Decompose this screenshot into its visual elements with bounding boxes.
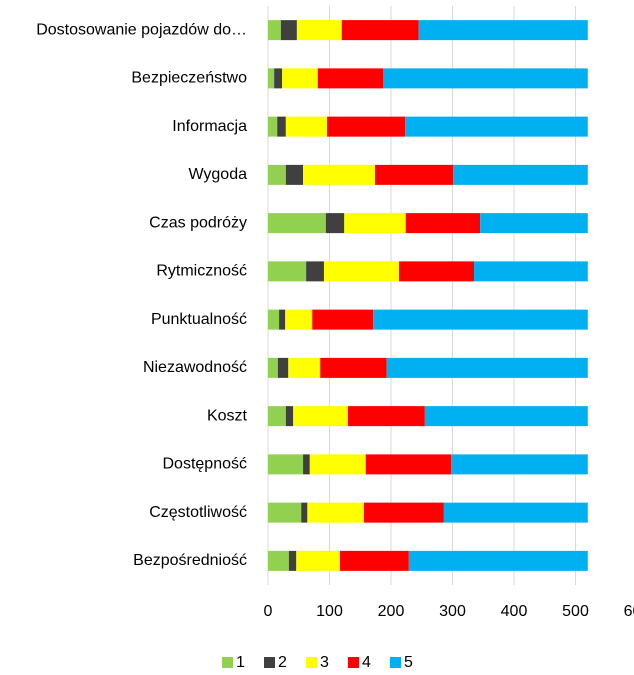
legend-swatch [306,657,317,668]
bar-segment [285,309,313,330]
bar-segment [268,261,307,282]
bar-segment [424,406,588,427]
bar-segment [268,502,302,523]
bar-segment [296,550,340,571]
bar-segment [285,116,328,137]
bar-segment [383,68,588,89]
bar-segment [268,550,289,571]
bar-segment [288,550,297,571]
bar-segment [303,454,310,475]
x-tick-label: 400 [501,603,528,620]
y-tick-label: Rytmiczność [156,263,247,280]
bar-segment [312,309,374,330]
x-tick-label: 600 [624,603,634,620]
bar-segment [268,454,304,475]
bar-segment [268,164,286,185]
bar-segment [268,406,286,427]
bar-segment [323,261,399,282]
legend-label: 3 [320,654,329,671]
x-tick-label: 300 [439,603,466,620]
bar-segment [325,213,345,234]
bar-segment [277,357,289,378]
legend-swatch [348,657,359,668]
bar-segment [301,502,308,523]
bar-segment [268,116,278,137]
bar-segment [418,20,588,41]
bar-segment [293,406,348,427]
legend-label: 5 [404,654,413,671]
bar-segment [327,116,406,137]
bar-segment [268,357,278,378]
x-tick-label: 500 [562,603,589,620]
bar-segment [347,406,425,427]
bar-segment [285,406,294,427]
bar-segment [341,20,419,41]
bar-segment [307,502,364,523]
y-tick-label: Wygoda [188,166,247,183]
y-tick-label: Częstotliwość [149,504,247,521]
bar-segment [280,20,297,41]
legend-swatch [390,657,401,668]
y-tick-label: Bezpośredniość [133,552,247,569]
y-tick-label: Koszt [207,407,248,424]
bar-segment [408,550,588,571]
legend-swatch [222,657,233,668]
bar-segment [480,213,588,234]
bar-segment [474,261,588,282]
bar-segment [363,502,444,523]
bar-segment [309,454,366,475]
y-tick-label: Bezpieczeństwo [131,70,247,87]
y-tick-label: Informacja [172,118,247,135]
bar-segment [274,68,283,89]
bar-segment [306,261,324,282]
bar-segment [296,20,342,41]
bar-segment [443,502,588,523]
bar-segment [268,68,275,89]
legend-swatch [264,657,275,668]
bar-segment [320,357,387,378]
x-tick-label: 0 [264,603,273,620]
bar-segment [451,454,588,475]
bar-segment [317,68,384,89]
bar-segment [344,213,406,234]
bar-segment [373,309,588,330]
bar-segment [268,20,281,41]
bar-segment [268,309,280,330]
legend-label: 1 [236,654,245,671]
bar-segment [277,116,286,137]
bar-segment [405,213,481,234]
x-tick-label: 100 [316,603,343,620]
y-tick-label: Dostępność [163,456,248,473]
y-tick-label: Niezawodność [143,359,247,376]
bar-segment [279,309,286,330]
bar-segment [268,213,326,234]
y-tick-label: Dostosowanie pojazdów do… [36,21,247,38]
bar-segment [375,164,454,185]
bar-segment [282,68,318,89]
y-tick-label: Czas podróży [149,214,247,231]
x-tick-label: 200 [378,603,405,620]
bar-segment [453,164,588,185]
bar-segment [285,164,304,185]
bar-segment [386,357,588,378]
legend-label: 4 [362,654,371,671]
bar-segment [398,261,475,282]
bar-segment [339,550,409,571]
y-tick-label: Punktualność [151,311,247,328]
legend-label: 2 [278,654,287,671]
bar-segment [288,357,321,378]
bar-segment [405,116,588,137]
bar-segment [303,164,376,185]
bar-segment [365,454,452,475]
